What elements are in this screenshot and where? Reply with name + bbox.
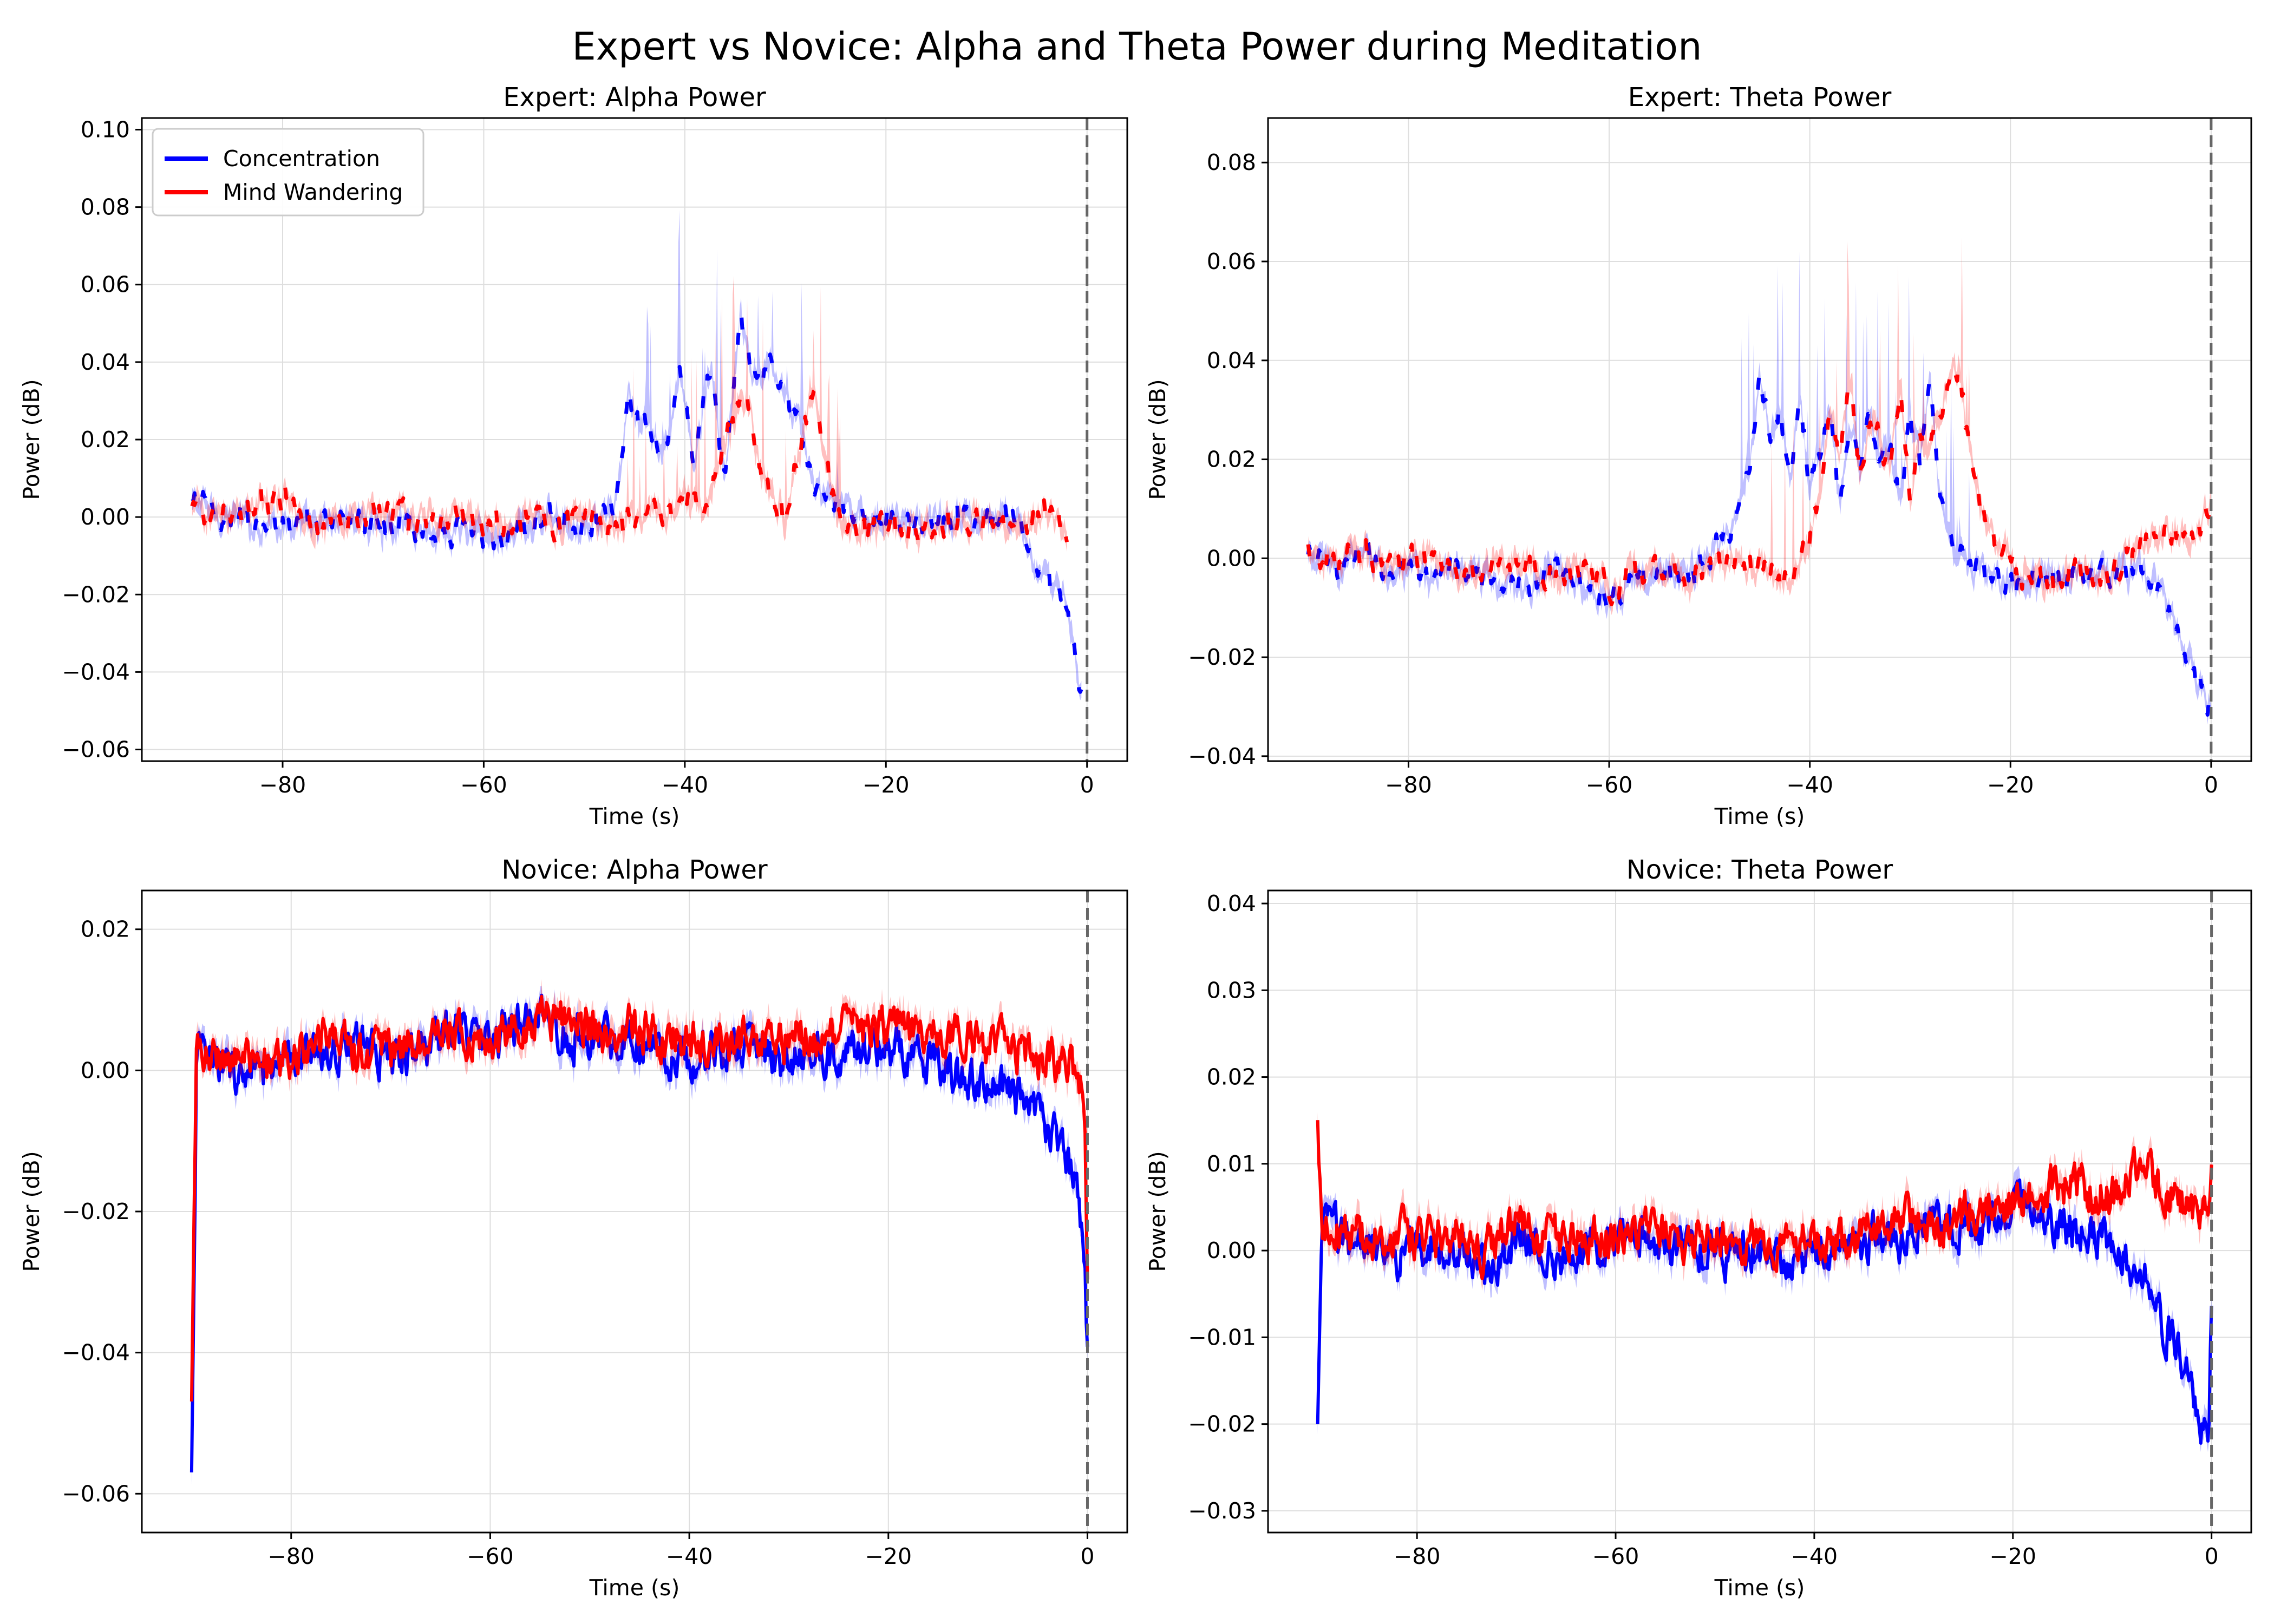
y-tick-label: 0.02 bbox=[1207, 1064, 1256, 1090]
y-tick-label: 0.02 bbox=[1207, 447, 1256, 473]
x-tick-label: −80 bbox=[259, 772, 306, 798]
subplot-1: −80 −60 −40 −20 0 −0.06 −0.04 −0.02 0.00 0.02 0.04… bbox=[18, 82, 1128, 829]
grid-lines bbox=[1268, 118, 2251, 761]
subplot-2: −80 −60 −40 −20 0 −0.04 −0.02 0.00 0.02 0.04 0.06 0… bbox=[1145, 82, 2252, 829]
x-tick-label: −80 bbox=[1394, 1543, 1441, 1569]
y-axis-label: Power (dB) bbox=[1145, 1151, 1171, 1272]
x-tick-label: −20 bbox=[865, 1543, 912, 1569]
plot-area bbox=[1306, 237, 2213, 725]
figure-title: Expert vs Novice: Alpha and Theta Power … bbox=[572, 24, 1702, 69]
y-axis-label: Power (dB) bbox=[18, 379, 44, 500]
y-tick-label: 0.08 bbox=[81, 194, 130, 220]
series-line-concentration bbox=[1306, 368, 2213, 717]
x-tick-label: −80 bbox=[267, 1543, 315, 1569]
y-tick-label: 0.06 bbox=[81, 272, 130, 298]
x-tick-label: 0 bbox=[1080, 772, 1094, 798]
y-axis-label: Power (dB) bbox=[1145, 379, 1171, 500]
x-tick-label: −40 bbox=[666, 1543, 713, 1569]
x-tick-label: −60 bbox=[1586, 772, 1633, 798]
x-tick-label: −60 bbox=[1592, 1543, 1639, 1569]
y-tick-label: −0.04 bbox=[1188, 743, 1256, 769]
y-tick-label: 0.01 bbox=[1207, 1151, 1256, 1177]
y-tick-label: −0.02 bbox=[62, 1199, 130, 1224]
x-tick-label: 0 bbox=[2205, 1543, 2219, 1569]
y-tick-label: 0.10 bbox=[81, 116, 130, 142]
y-axis-label: Power (dB) bbox=[18, 1151, 44, 1272]
subplot-title: Novice: Theta Power bbox=[1626, 855, 1893, 885]
legend-label-concentration: Concentration bbox=[223, 146, 380, 172]
y-tick-label: −0.02 bbox=[1188, 1411, 1256, 1437]
y-tick-label: 0.04 bbox=[1207, 348, 1256, 374]
subplot-grid: −80 −60 −40 −20 0 −0.06 −0.04 −0.02 0.00 0.02 0.04… bbox=[18, 82, 2252, 1601]
x-axis-label: Time (s) bbox=[1714, 803, 1805, 829]
axes-frame bbox=[1267, 117, 2252, 762]
x-tick-label: −20 bbox=[1987, 772, 2034, 798]
legend: Concentration Mind Wandering bbox=[152, 128, 424, 217]
y-tick-label: 0.04 bbox=[1207, 890, 1256, 916]
y-tick-label: −0.01 bbox=[1188, 1324, 1256, 1350]
plot-area bbox=[1316, 1112, 2213, 1452]
y-tick-label: −0.02 bbox=[62, 581, 130, 607]
y-tick-label: 0.02 bbox=[81, 427, 130, 453]
y-tick-label: −0.03 bbox=[1188, 1498, 1256, 1524]
x-tick-label: 0 bbox=[2204, 772, 2218, 798]
x-axis-label: Time (s) bbox=[589, 1575, 680, 1601]
x-tick-label: −80 bbox=[1385, 772, 1432, 798]
subplot-title: Expert: Theta Power bbox=[1628, 82, 1892, 113]
y-tick-label: 0.00 bbox=[1207, 1237, 1256, 1263]
x-axis-label: Time (s) bbox=[1714, 1575, 1805, 1601]
subplot-3: −80 −60 −40 −20 0 −0.06 −0.04 −0.02 0.00 0.02 Novi… bbox=[18, 855, 1128, 1601]
series-line-mind-wandering bbox=[190, 388, 1069, 547]
series-line-concentration bbox=[191, 307, 1083, 694]
y-tick-label: −0.06 bbox=[62, 737, 130, 763]
error-band-mind-wandering bbox=[192, 275, 1067, 554]
y-tick-label: 0.04 bbox=[81, 349, 130, 375]
y-tick-label: −0.04 bbox=[62, 659, 130, 685]
x-tick-label: −40 bbox=[1786, 772, 1833, 798]
x-tick-label: −60 bbox=[467, 1543, 514, 1569]
legend-label-mind-wandering: Mind Wandering bbox=[223, 179, 403, 205]
y-tick-label: 0.00 bbox=[1207, 545, 1256, 571]
y-tick-label: 0.03 bbox=[1207, 977, 1256, 1003]
y-tick-label: −0.06 bbox=[62, 1481, 130, 1507]
subplot-4: −80 −60 −40 −20 0 −0.03 −0.02 −0.01 0.00 0.01 0.02… bbox=[1145, 855, 2252, 1601]
plot-area bbox=[190, 210, 1083, 700]
series-line-mind-wandering bbox=[190, 994, 1089, 1402]
x-tick-label: −40 bbox=[662, 772, 709, 798]
series-line-mind-wandering bbox=[1316, 1120, 2213, 1280]
y-tick-label: 0.02 bbox=[81, 916, 130, 942]
x-tick-label: −40 bbox=[1791, 1543, 1838, 1569]
x-tick-label: 0 bbox=[1080, 1543, 1094, 1569]
y-tick-label: −0.04 bbox=[62, 1340, 130, 1366]
x-tick-label: −20 bbox=[862, 772, 910, 798]
x-tick-label: −20 bbox=[1989, 1543, 2036, 1569]
axes-frame bbox=[1267, 889, 2252, 1534]
x-tick-label: −60 bbox=[460, 772, 507, 798]
plot-area bbox=[190, 979, 1089, 1485]
x-axis-label: Time (s) bbox=[589, 803, 680, 829]
series-line-mind-wandering bbox=[1306, 359, 2213, 606]
subplot-title: Novice: Alpha Power bbox=[501, 855, 767, 885]
y-tick-label: 0.08 bbox=[1207, 149, 1256, 175]
y-tick-label: 0.00 bbox=[81, 504, 130, 530]
legend-box bbox=[152, 128, 424, 217]
y-tick-label: 0.06 bbox=[1207, 248, 1256, 274]
y-tick-label: 0.00 bbox=[81, 1057, 130, 1083]
subplot-title: Expert: Alpha Power bbox=[503, 82, 766, 113]
y-tick-label: −0.02 bbox=[1188, 644, 1256, 670]
